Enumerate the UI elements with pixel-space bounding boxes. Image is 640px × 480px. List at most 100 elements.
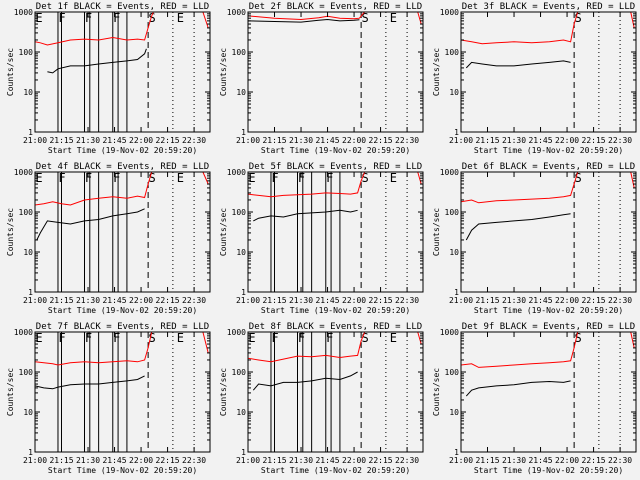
x-tick-label: 22:15 — [369, 136, 393, 145]
plot-frame — [460, 331, 637, 453]
chart-title: Det 5f BLACK = Events, RED = LLD — [249, 162, 422, 172]
y-tick-label: 1000 — [227, 8, 246, 17]
x-tick-label: 21:45 — [315, 136, 339, 145]
marker-label: S — [575, 171, 582, 185]
x-axis-label: Start Time (19-Nov-02 20:59:20) — [261, 306, 410, 315]
marker-label: E — [35, 171, 42, 185]
y-tick-label: 1000 — [14, 168, 33, 177]
series-line-events — [252, 371, 358, 391]
y-axis-label: Counts/sec — [432, 368, 441, 416]
x-tick-label: 21:45 — [315, 456, 339, 465]
y-tick-label: 1000 — [14, 8, 33, 17]
x-tick-label: 22:00 — [555, 136, 579, 145]
plot-frame — [460, 171, 637, 293]
y-tick-label: 100 — [445, 208, 460, 217]
x-tick-label: 22:00 — [555, 296, 579, 305]
y-tick-label: 10 — [23, 248, 33, 257]
marker-label: S — [149, 331, 156, 345]
y-axis-label: Counts/sec — [432, 48, 441, 96]
marker-label: E — [248, 171, 255, 185]
marker-label: S — [149, 171, 156, 185]
y-tick-label: 10 — [449, 88, 459, 97]
y-tick-label: 10 — [23, 408, 33, 417]
series-line-lld — [35, 332, 209, 366]
marker-label: E — [390, 171, 397, 185]
marker-label: S — [362, 11, 369, 25]
x-tick-label: 22:30 — [182, 136, 206, 145]
marker-label: E — [177, 171, 184, 185]
series-line-lld — [35, 12, 209, 46]
series-line-lld — [248, 172, 422, 198]
marker-lines — [573, 172, 621, 292]
x-tick-label: 21:30 — [76, 296, 100, 305]
x-tick-label: 22:30 — [395, 136, 419, 145]
y-axis-label: Counts/sec — [219, 368, 228, 416]
plot-frame — [247, 171, 424, 293]
marker-label: F — [298, 171, 305, 185]
marker-lines — [57, 332, 195, 452]
x-tick-label: 22:30 — [182, 296, 206, 305]
x-axis-label: Start Time (19-Nov-02 20:59:20) — [48, 306, 197, 315]
x-tick-label: 22:00 — [129, 296, 153, 305]
chart-title: Det 9f BLACK = Events, RED = LLD — [462, 322, 635, 332]
x-tick-label: 21:15 — [475, 296, 499, 305]
x-tick-label: 21:30 — [289, 456, 313, 465]
x-tick-label: 22:00 — [129, 456, 153, 465]
x-tick-label: 21:45 — [102, 296, 126, 305]
series-line-lld — [248, 332, 422, 363]
y-tick-label: 100 — [232, 208, 247, 217]
marker-label: E — [35, 11, 42, 25]
x-tick-label: 22:30 — [395, 456, 419, 465]
marker-label: F — [271, 171, 278, 185]
y-tick-label: 1000 — [440, 8, 459, 17]
marker-lines — [57, 172, 195, 292]
plot-frame — [34, 11, 211, 133]
y-tick-label: 1 — [454, 288, 459, 297]
x-tick-label: 22:30 — [395, 296, 419, 305]
marker-label: F — [58, 171, 65, 185]
y-tick-label: 1 — [241, 128, 246, 137]
x-tick-label: 22:15 — [369, 296, 393, 305]
series-group — [248, 12, 422, 25]
y-tick-label: 10 — [236, 88, 246, 97]
y-tick-label: 1000 — [14, 328, 33, 337]
x-tick-label: 21:15 — [262, 456, 286, 465]
x-tick-label: 21:30 — [502, 456, 526, 465]
marker-label: F — [113, 331, 120, 345]
y-tick-label: 1 — [28, 288, 33, 297]
y-tick-label: 1 — [454, 128, 459, 137]
x-axis-label: Start Time (19-Nov-02 20:59:20) — [261, 466, 410, 475]
x-axis-label: Start Time (19-Nov-02 20:59:20) — [261, 146, 410, 155]
x-tick-label: 21:30 — [502, 296, 526, 305]
y-tick-label: 1000 — [227, 168, 246, 177]
x-tick-label: 21:00 — [236, 136, 260, 145]
series-group — [461, 332, 635, 397]
y-tick-label: 10 — [449, 248, 459, 257]
y-tick-label: 100 — [445, 48, 460, 57]
y-tick-label: 1 — [28, 128, 33, 137]
marker-label: F — [85, 11, 92, 25]
chart-title: Det 4f BLACK = Events, RED = LLD — [36, 162, 209, 172]
y-tick-label: 100 — [232, 368, 247, 377]
marker-label: F — [326, 331, 333, 345]
y-axis-label: Counts/sec — [219, 208, 228, 256]
x-tick-label: 21:30 — [76, 136, 100, 145]
y-tick-label: 1 — [241, 448, 246, 457]
x-axis-label: Start Time (19-Nov-02 20:59:20) — [474, 306, 623, 315]
marker-lines — [270, 172, 408, 292]
marker-label: S — [362, 171, 369, 185]
marker-label: F — [85, 171, 92, 185]
x-tick-label: 22:30 — [182, 456, 206, 465]
marker-label: E — [177, 11, 184, 25]
marker-label: E — [248, 331, 255, 345]
y-tick-label: 100 — [232, 48, 247, 57]
